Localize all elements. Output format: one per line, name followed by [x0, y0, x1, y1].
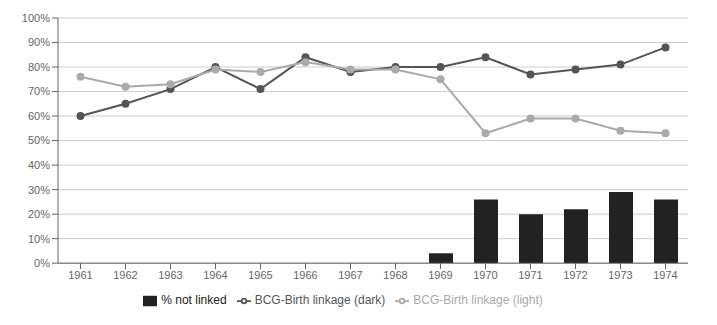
svg-text:1968: 1968 — [383, 269, 407, 281]
svg-text:0%: 0% — [34, 257, 50, 269]
svg-text:50%: 50% — [28, 134, 50, 146]
svg-text:80%: 80% — [28, 61, 50, 73]
svg-text:1962: 1962 — [113, 269, 137, 281]
html-text:BCG-Birth linkage (light): BCG-Birth linkage (light) — [413, 293, 543, 308]
svg-text:90%: 90% — [28, 36, 50, 48]
html-text:% not linked: % not linked — [161, 293, 227, 308]
svg-text:1967: 1967 — [338, 269, 362, 281]
svg-text:10%: 10% — [28, 233, 50, 245]
svg-text:20%: 20% — [28, 208, 50, 220]
svg-text:1964: 1964 — [203, 269, 227, 281]
svg-text:1969: 1969 — [428, 269, 452, 281]
svg-text:1966: 1966 — [293, 269, 317, 281]
svg-text:1973: 1973 — [608, 269, 632, 281]
svg-text:1961: 1961 — [68, 269, 92, 281]
svg-text:40%: 40% — [28, 159, 50, 171]
svg-text:100%: 100% — [22, 12, 50, 24]
svg-text:1972: 1972 — [563, 269, 587, 281]
svg-text:1965: 1965 — [248, 269, 272, 281]
svg-text:1974: 1974 — [653, 269, 677, 281]
svg-text:1963: 1963 — [158, 269, 182, 281]
svg-text:70%: 70% — [28, 85, 50, 97]
svg-text:1970: 1970 — [473, 269, 497, 281]
svg-text:60%: 60% — [28, 110, 50, 122]
svg-text:1971: 1971 — [518, 269, 542, 281]
svg-text:30%: 30% — [28, 184, 50, 196]
html-text:BCG-Birth linkage (dark): BCG-Birth linkage (dark) — [254, 293, 386, 308]
